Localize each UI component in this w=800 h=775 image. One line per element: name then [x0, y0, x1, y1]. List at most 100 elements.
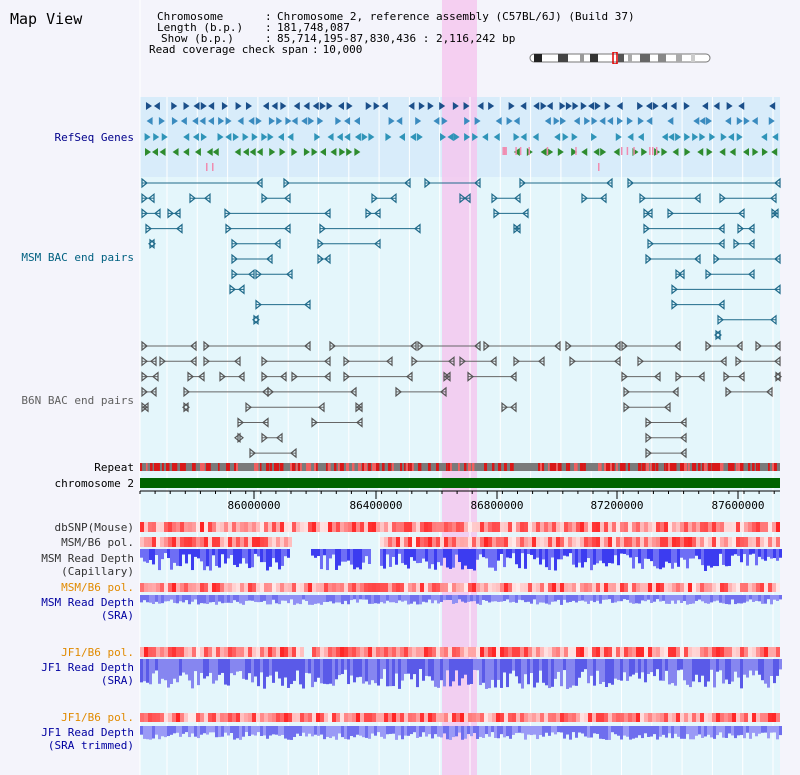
depth-bar: [335, 549, 338, 570]
gene-arrow: [218, 117, 225, 125]
heat-cell: [368, 713, 372, 722]
heat-cell: [680, 537, 684, 547]
heat-cell: [164, 537, 168, 547]
depth-bar: [671, 659, 674, 684]
bac-end-marker: [621, 340, 628, 352]
depth-bar: [437, 595, 440, 604]
heat-cell: [172, 537, 176, 547]
gene-arrow: [408, 102, 415, 110]
depth-bar: [293, 726, 296, 738]
heat-cell: [740, 522, 744, 532]
bac-end-marker: [645, 432, 652, 444]
depth-bar: [335, 726, 338, 740]
depth-bar: [575, 549, 578, 568]
heat-cell: [176, 713, 180, 722]
repeat-element: [292, 463, 296, 471]
heat-cell: [324, 713, 328, 722]
heat-cell: [728, 537, 732, 547]
bac-end-marker: [680, 447, 687, 459]
depth-bar: [359, 549, 362, 570]
heat-cell: [592, 522, 596, 532]
depth-bar: [251, 549, 254, 568]
bac-end-marker: [176, 223, 183, 234]
gene-arrow: [769, 102, 776, 110]
depth-bar: [401, 549, 404, 564]
heat-cell: [752, 522, 756, 532]
heat-cell: [508, 647, 512, 657]
depth-bar: [776, 595, 779, 601]
gene-arrow: [183, 102, 190, 110]
gene-arrow: [488, 102, 495, 110]
bac-end-marker: [141, 401, 148, 413]
depth-bar: [551, 549, 554, 558]
depth-bar: [674, 726, 677, 734]
heat-cell: [264, 583, 268, 592]
bac-end-marker: [290, 447, 297, 459]
jf1-depth-trim-label-1: JF1 Read Depth: [41, 726, 134, 739]
depth-bar: [638, 659, 641, 679]
bac-end-marker: [145, 223, 152, 234]
gene-arrow: [269, 148, 276, 156]
depth-bar: [224, 726, 227, 733]
b6n-bac-label: B6N BAC end pairs: [21, 394, 134, 407]
heat-cell: [512, 537, 516, 547]
depth-bar: [524, 549, 527, 569]
bac-end-marker: [152, 371, 159, 382]
gene-arrow: [208, 117, 215, 125]
heat-cell: [504, 537, 508, 547]
depth-bar: [656, 726, 659, 740]
depth-bar: [455, 595, 458, 604]
depth-bar: [704, 549, 707, 571]
heat-cell: [396, 583, 400, 592]
depth-bar: [644, 726, 647, 734]
heat-cell: [624, 647, 628, 657]
depth-bar: [236, 595, 239, 602]
heat-cell: [316, 583, 320, 592]
heat-cell: [504, 522, 508, 532]
depth-bar: [728, 659, 731, 685]
depth-bar: [281, 595, 284, 601]
depth-bar: [413, 726, 416, 733]
heat-cell: [744, 537, 748, 547]
heat-cell: [148, 583, 152, 592]
depth-bar: [431, 595, 434, 604]
depth-bar: [638, 726, 641, 736]
heat-cell: [636, 537, 640, 547]
heat-cell: [260, 537, 264, 547]
repeat-element: [150, 463, 153, 471]
depth-bar: [275, 549, 278, 563]
heat-cell: [740, 537, 744, 547]
gene-arrow: [235, 102, 242, 110]
gene-arrow: [314, 133, 321, 141]
depth-bar: [536, 595, 539, 605]
depth-bar: [473, 595, 476, 602]
depth-bar: [353, 659, 356, 683]
heat-cell: [576, 647, 580, 657]
chromosome-ideogram[interactable]: [528, 52, 713, 64]
heat-cell: [152, 583, 156, 592]
depth-bar: [635, 595, 638, 604]
depth-bar: [341, 659, 344, 675]
gene-arrow: [571, 133, 578, 141]
msm-b6-pol-label-2: MSM/B6 pol.: [61, 581, 134, 594]
depth-bar: [518, 549, 521, 569]
depth-bar: [230, 659, 233, 674]
heat-cell: [152, 522, 156, 532]
depth-bar: [578, 726, 581, 733]
heat-cell: [564, 583, 568, 592]
bac-end-marker: [713, 253, 720, 265]
depth-bar: [665, 659, 668, 671]
heat-cell: [212, 583, 216, 592]
heat-cell: [268, 522, 272, 532]
depth-bar: [266, 549, 269, 571]
depth-bar: [236, 659, 239, 672]
heat-cell: [524, 713, 528, 722]
depth-bar: [776, 659, 779, 676]
heat-cell: [272, 713, 276, 722]
depth-bar: [329, 595, 332, 602]
heat-cell: [260, 522, 264, 532]
heat-cell: [672, 583, 676, 592]
heat-cell: [704, 647, 708, 657]
bac-end-marker: [680, 417, 687, 428]
